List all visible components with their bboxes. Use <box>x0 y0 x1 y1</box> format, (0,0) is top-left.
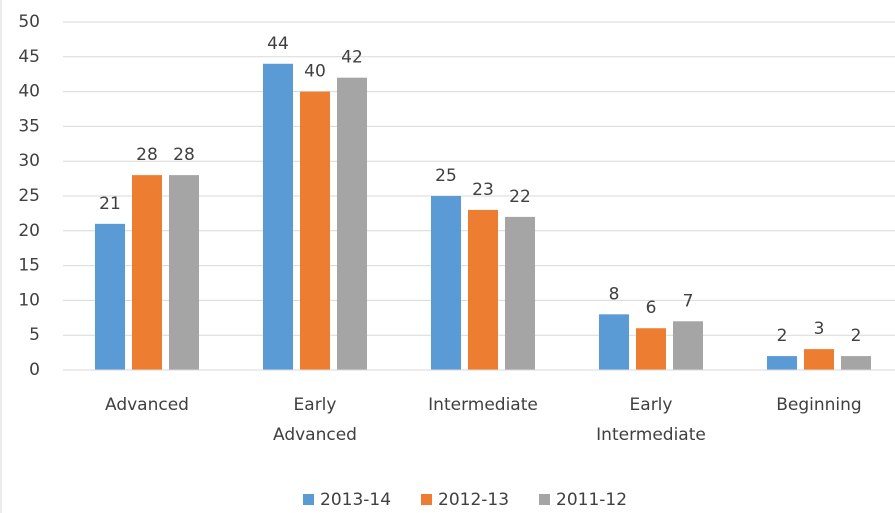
data-label: 23 <box>472 180 494 200</box>
y-tick-label: 15 <box>18 256 40 276</box>
bar <box>431 196 461 370</box>
data-label: 21 <box>99 194 121 214</box>
bar <box>468 209 498 370</box>
legend-label: 2013-14 <box>320 490 391 510</box>
x-tick-label: Advanced <box>105 395 189 415</box>
x-tick-label: Intermediate <box>428 395 538 415</box>
y-tick-label: 40 <box>18 82 40 102</box>
y-tick-label: 50 <box>18 12 40 32</box>
data-label: 8 <box>609 284 620 304</box>
data-label: 2 <box>851 326 862 346</box>
legend-swatch <box>421 494 432 505</box>
y-tick-label: 5 <box>29 325 40 345</box>
y-tick-label: 35 <box>18 116 40 136</box>
data-label: 25 <box>435 166 457 186</box>
x-tick-label-box: Beginning <box>776 395 862 415</box>
data-label: 28 <box>173 145 195 165</box>
data-label: 3 <box>814 319 825 339</box>
x-tick-label: Early Intermediate <box>596 395 706 445</box>
x-tick-label-box: Early Advanced <box>273 395 357 445</box>
legend-swatch <box>303 494 314 505</box>
y-tick-label: 20 <box>18 221 40 241</box>
x-tick-label-box: Advanced <box>105 395 189 415</box>
bar <box>169 175 199 370</box>
x-tick-label: Early Advanced <box>273 395 357 445</box>
bar <box>841 356 871 370</box>
bar <box>300 91 330 370</box>
data-label: 28 <box>136 145 158 165</box>
bar <box>337 77 367 371</box>
legend-label: 2012-13 <box>438 490 509 510</box>
y-tick-label: 10 <box>18 290 40 310</box>
x-tick-label-box: Intermediate <box>428 395 538 415</box>
data-label: 22 <box>509 187 531 207</box>
bar <box>505 216 535 370</box>
bar <box>673 321 703 370</box>
y-tick-label: 30 <box>18 151 40 171</box>
data-label: 6 <box>646 298 657 318</box>
y-tick-label: 0 <box>29 360 40 380</box>
x-tick-label: Beginning <box>776 395 862 415</box>
x-tick-label-box: Early Intermediate <box>596 395 706 445</box>
legend-label: 2011-12 <box>556 490 627 510</box>
data-label: 42 <box>341 48 363 68</box>
bar <box>599 314 629 370</box>
bar <box>804 349 834 370</box>
data-label: 40 <box>304 62 326 82</box>
data-label: 44 <box>267 34 289 54</box>
data-label: 7 <box>683 291 694 311</box>
data-label: 2 <box>777 326 788 346</box>
y-tick-label: 25 <box>18 186 40 206</box>
y-tick-label: 45 <box>18 47 40 67</box>
bar <box>95 223 125 370</box>
bar <box>132 175 162 370</box>
bar <box>767 356 797 370</box>
legend-swatch <box>539 494 550 505</box>
bar <box>263 63 293 370</box>
bar <box>636 328 666 370</box>
